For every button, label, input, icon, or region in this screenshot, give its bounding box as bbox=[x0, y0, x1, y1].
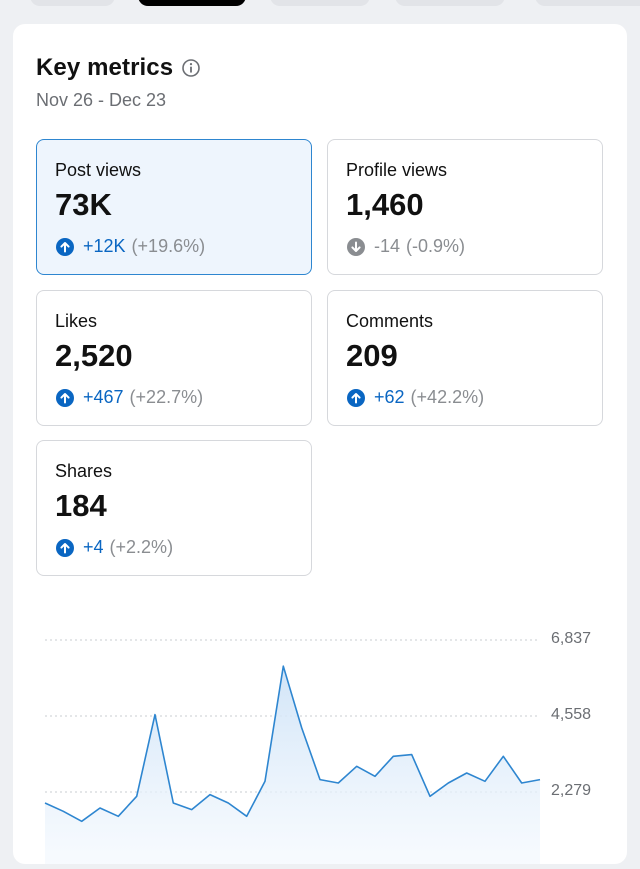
arrow-down-circle-icon bbox=[346, 237, 366, 257]
top-tab-3[interactable] bbox=[270, 0, 370, 6]
page-title: Key metrics bbox=[36, 54, 173, 82]
metric-label: Profile views bbox=[346, 160, 447, 181]
metric-comments[interactable]: Comments 209 +62 (+42.2%) bbox=[327, 290, 603, 426]
metric-value: 73K bbox=[55, 187, 112, 223]
metric-value: 2,520 bbox=[55, 338, 133, 374]
metric-percent: (-0.9%) bbox=[406, 236, 465, 257]
metric-delta-row: -14 (-0.9%) bbox=[346, 236, 465, 257]
arrow-up-circle-icon bbox=[55, 388, 75, 408]
metric-delta: +4 bbox=[83, 537, 104, 558]
metric-label: Comments bbox=[346, 311, 433, 332]
key-metrics-card: Key metrics Nov 26 - Dec 23 Post views 7… bbox=[13, 24, 627, 864]
metric-delta: +62 bbox=[374, 387, 405, 408]
arrow-up-circle-icon bbox=[346, 388, 366, 408]
metric-label: Likes bbox=[55, 311, 97, 332]
metric-label: Post views bbox=[55, 160, 141, 181]
metric-delta: +467 bbox=[83, 387, 124, 408]
metric-delta-row: +12K (+19.6%) bbox=[55, 236, 205, 257]
metric-percent: (+22.7%) bbox=[130, 387, 204, 408]
top-tab-1[interactable] bbox=[30, 0, 115, 6]
metric-delta: -14 bbox=[374, 236, 400, 257]
post-views-chart: 6,837 4,558 2,279 bbox=[13, 614, 627, 864]
metric-post-views[interactable]: Post views 73K +12K (+19.6%) bbox=[36, 139, 312, 275]
arrow-up-circle-icon bbox=[55, 237, 75, 257]
arrow-up-circle-icon bbox=[55, 538, 75, 558]
metric-delta-row: +4 (+2.2%) bbox=[55, 537, 173, 558]
metric-profile-views[interactable]: Profile views 1,460 -14 (-0.9%) bbox=[327, 139, 603, 275]
metric-percent: (+42.2%) bbox=[411, 387, 485, 408]
metric-likes[interactable]: Likes 2,520 +467 (+22.7%) bbox=[36, 290, 312, 426]
chart-svg bbox=[13, 614, 627, 864]
metric-delta: +12K bbox=[83, 236, 126, 257]
metric-label: Shares bbox=[55, 461, 112, 482]
metric-delta-row: +62 (+42.2%) bbox=[346, 387, 484, 408]
metric-delta-row: +467 (+22.7%) bbox=[55, 387, 203, 408]
metric-value: 184 bbox=[55, 488, 107, 524]
title-row: Key metrics bbox=[36, 54, 201, 82]
metric-percent: (+2.2%) bbox=[110, 537, 174, 558]
top-tab-5[interactable] bbox=[535, 0, 640, 6]
y-tick-label: 2,279 bbox=[551, 782, 591, 800]
top-tab-strip bbox=[0, 0, 640, 6]
metric-shares[interactable]: Shares 184 +4 (+2.2%) bbox=[36, 440, 312, 576]
y-tick-label: 6,837 bbox=[551, 630, 591, 648]
date-range: Nov 26 - Dec 23 bbox=[36, 90, 166, 111]
y-tick-label: 4,558 bbox=[551, 706, 591, 724]
metric-percent: (+19.6%) bbox=[132, 236, 206, 257]
metric-value: 209 bbox=[346, 338, 398, 374]
metric-value: 1,460 bbox=[346, 187, 424, 223]
info-icon[interactable] bbox=[181, 58, 201, 78]
top-tab-4[interactable] bbox=[395, 0, 505, 6]
top-tab-2-selected[interactable] bbox=[138, 0, 246, 6]
